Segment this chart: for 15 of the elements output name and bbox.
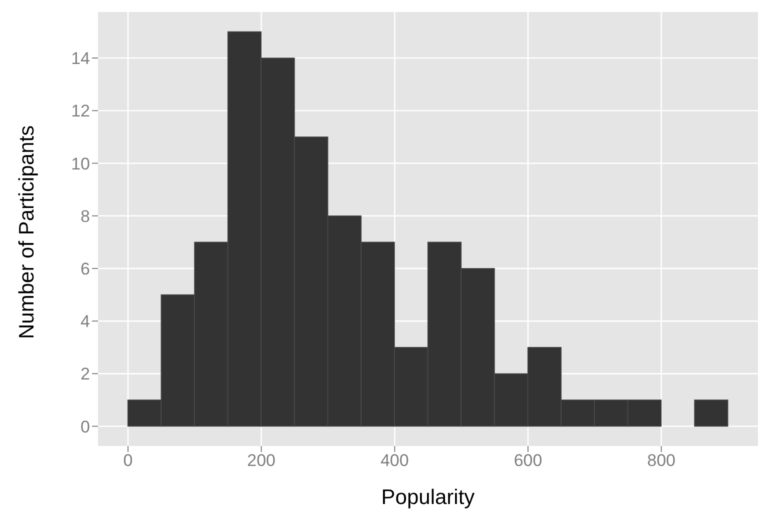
y-tick-label: 10 bbox=[71, 154, 90, 174]
y-axis-title: Number of Participants bbox=[15, 125, 38, 339]
x-tick-label: 400 bbox=[380, 451, 409, 470]
y-tick-label: 12 bbox=[71, 102, 90, 121]
y-tick-label: 4 bbox=[80, 312, 90, 332]
y-tick-label: 14 bbox=[71, 49, 90, 68]
x-tick-label: 0 bbox=[123, 451, 133, 470]
x-tick-label: 200 bbox=[247, 451, 276, 470]
x-tick-label: 800 bbox=[647, 451, 676, 470]
x-axis-title: Popularity bbox=[381, 486, 476, 509]
y-tick-label: 6 bbox=[80, 259, 90, 278]
y-tick-label: 8 bbox=[80, 206, 90, 226]
y-tick-label: 0 bbox=[80, 417, 90, 436]
x-tick-label: 600 bbox=[514, 451, 542, 470]
y-tick-label: 2 bbox=[80, 364, 90, 384]
